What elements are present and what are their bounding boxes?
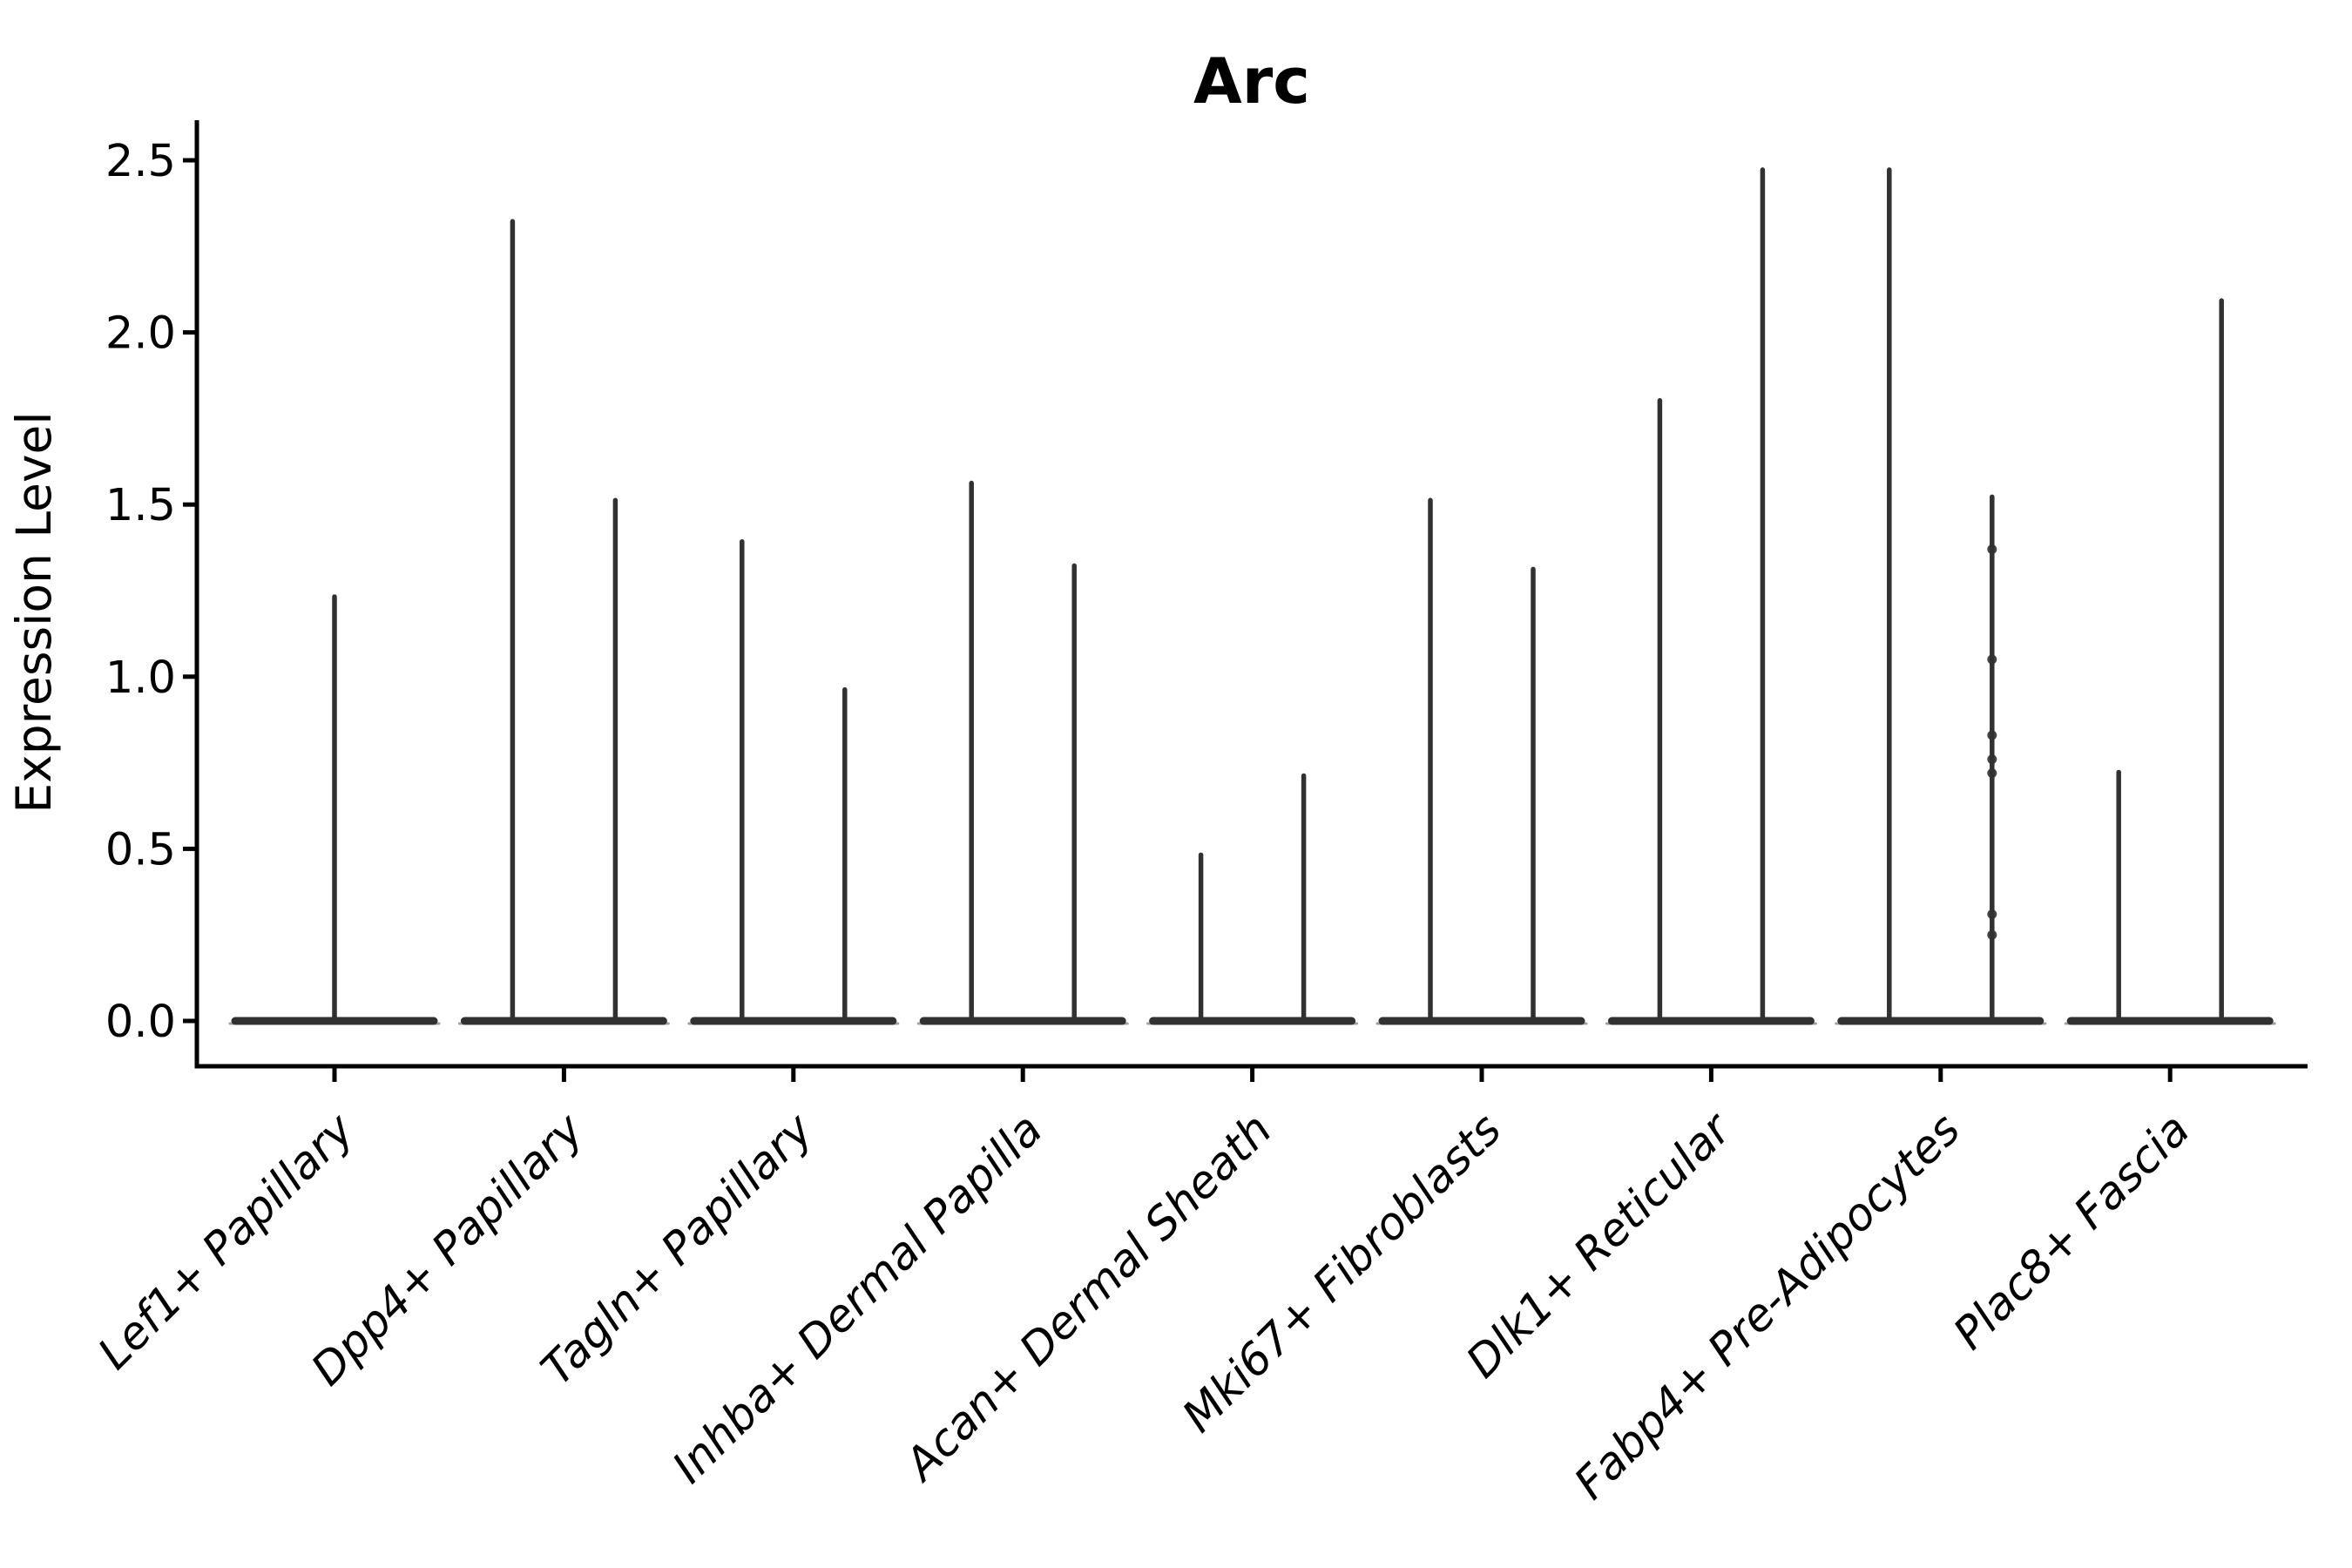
jitter-dot — [1987, 544, 1997, 555]
y-tick-label: 0.0 — [105, 997, 176, 1048]
jitter-dot — [1987, 730, 1997, 740]
y-tick-label: 1.0 — [105, 652, 176, 704]
x-tick-label: Fabp4+ Pre-Adipocytes — [1565, 1104, 1970, 1510]
violins — [228, 167, 2276, 1025]
jitter-points — [1987, 544, 1997, 940]
y-axis-label: Expression Level — [6, 411, 62, 813]
x-tick-label: Inhba+ Dermal Papilla — [663, 1104, 1052, 1493]
violin-group — [228, 594, 441, 1025]
jitter-dot — [1987, 929, 1997, 940]
y-tick-label: 2.0 — [105, 308, 176, 360]
violin-group — [457, 219, 670, 1025]
violin-group — [916, 480, 1129, 1025]
y-tick-label: 2.5 — [105, 136, 176, 187]
jitter-dot — [1987, 654, 1997, 665]
violin-group — [1146, 773, 1359, 1025]
x-tick-label: Plac8+ Fascia — [1944, 1104, 2200, 1360]
jitter-dot — [1987, 767, 1997, 778]
chart-title: Arc — [1193, 44, 1310, 118]
violin-group — [2064, 298, 2276, 1025]
jitter-dot — [1987, 909, 1997, 919]
violin-group — [1375, 497, 1588, 1025]
violin-group — [1605, 167, 1817, 1025]
violin-group — [687, 538, 900, 1025]
x-tick-label: Acan+ Dermal Sheath — [894, 1104, 1281, 1491]
y-tick-label: 1.5 — [105, 480, 176, 531]
jitter-dot — [1987, 754, 1997, 765]
violin-group — [1835, 167, 2047, 1025]
y-tick-label: 0.5 — [105, 824, 176, 875]
